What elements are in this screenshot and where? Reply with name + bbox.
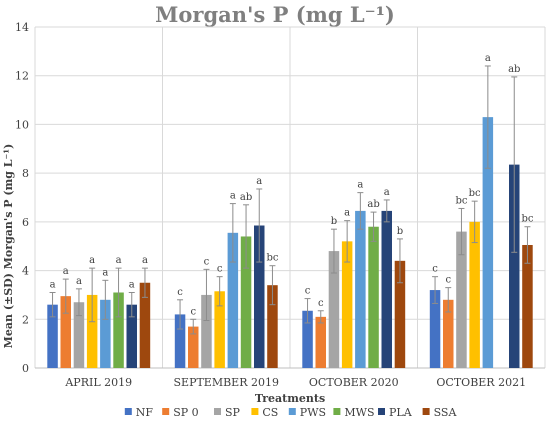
bar [139, 282, 151, 368]
y-tick-label: 10 [15, 118, 29, 131]
legend-swatch [124, 408, 132, 415]
bar [47, 304, 58, 368]
bar [174, 314, 186, 368]
significance-label: a [357, 180, 363, 191]
bar [188, 326, 199, 368]
significance-label: c [305, 286, 311, 297]
significance-label: a [256, 176, 262, 187]
legend-label: SSA [434, 406, 458, 419]
bar [267, 285, 278, 368]
bar [315, 316, 326, 368]
legend-label: SP 0 [173, 406, 198, 419]
significance-label: b [331, 216, 337, 227]
significance-label: c [318, 298, 324, 309]
significance-label: ab [367, 199, 379, 210]
significance-label: bc [266, 253, 278, 264]
bar [100, 299, 111, 368]
bar [443, 299, 454, 368]
bar [394, 260, 406, 368]
legend-label: CS [262, 406, 278, 419]
bar [214, 291, 225, 368]
bar [302, 310, 313, 368]
y-tick-label: 2 [22, 313, 29, 326]
x-tick-label: OCTOBER 2021 [436, 376, 526, 389]
bar [113, 292, 124, 368]
y-tick-label: 8 [22, 167, 29, 180]
significance-label: c [432, 264, 438, 275]
significance-label: a [384, 187, 390, 198]
significance-label: bc [521, 214, 533, 225]
legend: NF SP 0 SP CS PWS MWS PLA SSA [124, 406, 458, 419]
x-tick-label: OCTOBER 2020 [309, 376, 399, 389]
significance-label: c [190, 306, 196, 317]
significance-label: ab [240, 192, 252, 203]
y-tick-label: 14 [15, 21, 29, 34]
bar [201, 294, 212, 368]
legend-swatch [214, 408, 221, 415]
significance-label: b [397, 226, 403, 237]
significance-label: c [217, 264, 223, 275]
bar [456, 231, 467, 368]
significance-label: a [102, 267, 108, 278]
bar [227, 232, 239, 368]
bar [254, 225, 265, 368]
bar [126, 304, 137, 368]
bar [240, 236, 252, 368]
x-tick-label: SEPTEMBER 2019 [174, 376, 279, 389]
bar [355, 210, 366, 368]
significance-label: a [230, 191, 236, 202]
x-axis-title: Treatments [255, 392, 325, 405]
bar [381, 210, 392, 368]
bar [86, 294, 98, 368]
bar [469, 221, 480, 368]
bar [60, 296, 71, 368]
legend-label: PLA [389, 406, 413, 419]
y-tick-label: 12 [15, 70, 29, 83]
significance-label: ab [508, 64, 520, 75]
y-tick-label: 4 [22, 265, 29, 278]
bar [429, 290, 441, 368]
bar [73, 302, 85, 368]
y-axis-ticks: 0 2 4 6 8 10 12 14 [15, 21, 29, 375]
legend-swatch [162, 408, 170, 415]
chart-title: Morgan's P (mg L⁻¹) [155, 2, 395, 27]
legend-swatch [378, 408, 385, 415]
y-axis-title: Mean (±SD) Morgan's P (mg L⁻¹) [2, 144, 15, 349]
significance-label: c [177, 287, 183, 298]
legend-swatch [288, 408, 296, 415]
significance-label: a [344, 208, 350, 219]
significance-label: a [116, 255, 122, 266]
significance-label: a [142, 255, 148, 266]
significance-label: bc [455, 195, 467, 206]
x-tick-label: APRIL 2019 [64, 376, 132, 389]
significance-label: a [50, 279, 56, 290]
significance-label: bc [469, 188, 481, 199]
legend-label: MWS [344, 406, 374, 419]
bar [509, 164, 520, 368]
significance-label: a [76, 276, 82, 287]
bar [368, 226, 379, 368]
legend-label: PWS [300, 406, 326, 419]
legend-swatch [422, 408, 430, 415]
significance-label: c [204, 256, 210, 267]
bar [328, 251, 340, 368]
bar [522, 244, 533, 368]
y-tick-label: 0 [22, 362, 29, 375]
significance-label: a [63, 266, 69, 277]
significance-label: a [485, 53, 491, 64]
bar [482, 117, 494, 368]
x-axis-categories: APRIL 2019 SEPTEMBER 2019 OCTOBER 2020 OCTO… [64, 376, 526, 389]
significance-label: a [129, 279, 135, 290]
legend-label: SP [225, 406, 241, 419]
legend-label: NF [136, 406, 154, 419]
significance-label: a [89, 255, 95, 266]
significance-label: c [445, 275, 451, 286]
legend-swatch [251, 408, 259, 415]
bar [341, 241, 353, 368]
legend-swatch [333, 408, 341, 415]
y-tick-label: 6 [22, 216, 29, 229]
